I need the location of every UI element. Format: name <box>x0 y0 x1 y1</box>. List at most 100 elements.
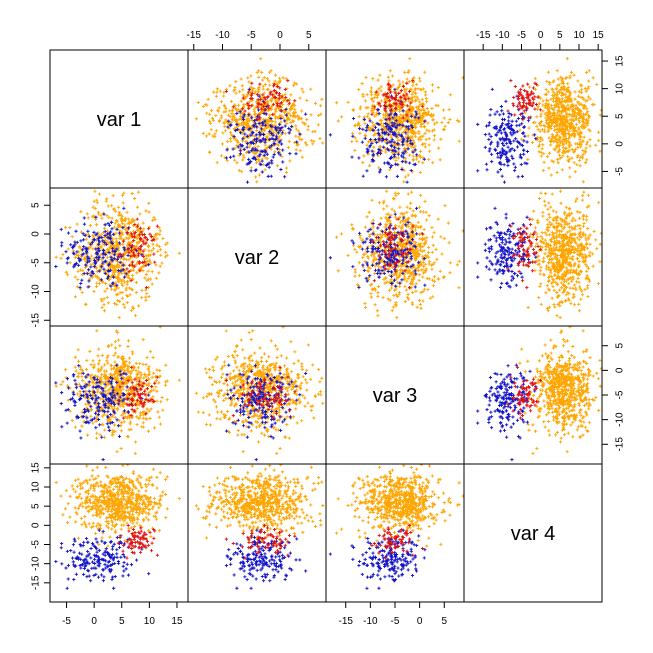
point <box>81 232 85 236</box>
point <box>389 277 393 282</box>
point <box>495 110 499 114</box>
point <box>410 214 414 218</box>
point <box>112 253 116 257</box>
point <box>401 119 405 124</box>
point <box>399 211 403 215</box>
point <box>374 90 378 94</box>
point <box>131 306 136 310</box>
point <box>72 245 76 249</box>
point <box>537 295 541 300</box>
point <box>552 266 556 270</box>
point <box>405 92 409 96</box>
point <box>557 288 562 292</box>
point <box>394 293 398 297</box>
point <box>582 152 586 156</box>
point <box>430 250 434 254</box>
point <box>457 259 461 263</box>
point <box>286 98 290 103</box>
point <box>553 105 557 109</box>
point <box>289 121 293 125</box>
point <box>133 314 138 318</box>
point <box>309 139 313 143</box>
point <box>257 75 261 79</box>
point <box>145 292 149 296</box>
point <box>561 154 565 158</box>
point <box>92 264 96 269</box>
point <box>403 248 407 252</box>
point <box>127 217 131 221</box>
point <box>400 167 404 172</box>
point <box>552 125 557 129</box>
point <box>256 108 261 112</box>
point <box>577 90 581 94</box>
point <box>405 205 409 209</box>
point <box>321 141 325 145</box>
point <box>288 114 293 118</box>
point <box>236 127 240 132</box>
point <box>579 145 583 149</box>
point <box>247 160 251 164</box>
point <box>522 148 526 152</box>
point <box>241 153 245 157</box>
point <box>557 235 561 239</box>
point <box>106 229 110 233</box>
point <box>417 260 421 264</box>
point <box>115 283 119 287</box>
point <box>75 285 79 289</box>
point <box>407 297 411 301</box>
point <box>96 246 100 251</box>
point <box>388 168 392 172</box>
point <box>432 275 437 279</box>
point <box>505 141 509 146</box>
point <box>549 97 553 101</box>
point <box>270 143 274 148</box>
point <box>561 145 565 150</box>
point <box>389 281 394 286</box>
point <box>588 144 592 148</box>
point <box>287 126 291 131</box>
point <box>88 277 92 281</box>
point <box>86 216 90 220</box>
point <box>85 260 90 264</box>
point <box>400 218 405 223</box>
point <box>243 132 247 136</box>
point <box>235 161 239 165</box>
point <box>580 289 584 293</box>
point <box>423 253 428 258</box>
point <box>134 255 138 259</box>
point <box>378 151 383 156</box>
point <box>117 224 121 228</box>
point <box>300 155 304 159</box>
point <box>103 230 107 234</box>
point <box>152 235 156 239</box>
point <box>559 87 563 91</box>
point <box>578 159 582 163</box>
point <box>127 236 131 240</box>
point <box>511 156 515 161</box>
point <box>416 225 420 229</box>
point <box>557 109 562 113</box>
point <box>115 302 119 307</box>
point <box>394 119 398 123</box>
point <box>414 112 419 116</box>
point <box>400 278 404 282</box>
point <box>587 69 591 73</box>
point <box>353 123 357 127</box>
point <box>431 295 435 299</box>
point <box>255 70 259 75</box>
point <box>406 220 410 224</box>
point <box>80 253 84 257</box>
point <box>112 283 116 288</box>
point <box>547 151 552 155</box>
point <box>404 255 408 259</box>
point <box>516 90 520 94</box>
point <box>371 240 376 244</box>
point <box>556 161 560 165</box>
point <box>550 257 554 261</box>
point <box>441 108 446 112</box>
point <box>384 109 388 113</box>
point <box>507 138 511 142</box>
point <box>245 145 249 149</box>
point <box>569 70 574 74</box>
point <box>249 74 253 78</box>
